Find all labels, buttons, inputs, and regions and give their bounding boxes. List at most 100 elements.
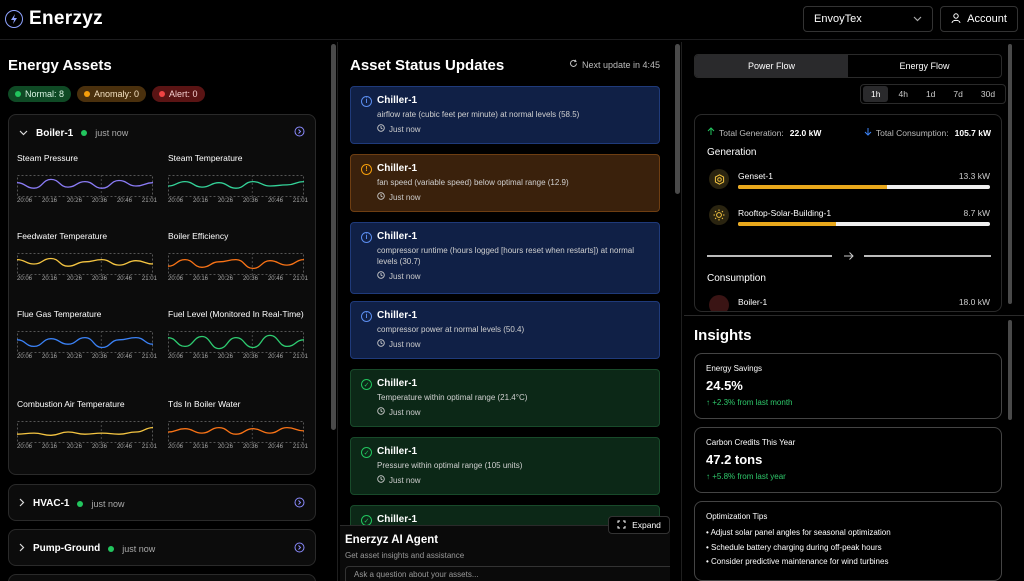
expand-button[interactable]: Expand — [608, 516, 670, 534]
warning-icon: ! — [361, 164, 372, 175]
generation-item[interactable]: Genset-1 13.3 kW — [738, 171, 990, 189]
x-axis-ticks: 20:06 20:16 20:26 20:36 20:46 21:01 — [168, 444, 308, 450]
expand-icon — [617, 520, 626, 531]
info-icon[interactable] — [294, 542, 305, 556]
status-time-text: Just now — [389, 124, 421, 134]
status-card[interactable]: i Chiller-1 compressor runtime (hours logg… — [350, 222, 660, 294]
next-update-timer: Next update in 4:45 — [569, 59, 660, 70]
expand-label: Expand — [632, 520, 661, 530]
sensor-chart[interactable]: Boiler Efficiency 20:06 20:16 20:26 20:36 20:… — [168, 231, 308, 282]
ai-agent-input[interactable]: Ask a question about your assets... — [345, 566, 670, 581]
generation-bar-fill — [738, 222, 837, 226]
generation-item[interactable]: Rooftop-Solar-Building-1 8.7 kW — [738, 208, 990, 226]
info-icon: i — [361, 311, 372, 322]
chart-frame — [168, 253, 304, 275]
info-icon[interactable] — [294, 126, 305, 140]
chart-frame — [17, 421, 153, 443]
sensor-line-chart — [17, 175, 153, 197]
tab-power-flow[interactable]: Power Flow — [695, 55, 848, 77]
divider — [681, 42, 682, 581]
sensor-chart-title: Tds In Boiler Water — [168, 399, 241, 409]
generation-item-value: 8.7 kW — [963, 208, 990, 218]
clock-icon — [377, 475, 385, 485]
tick-label: 20:46 — [267, 354, 283, 360]
status-card[interactable]: ✓ Chiller-1 Pressure within optimal range … — [350, 437, 660, 495]
sensor-chart[interactable]: Fuel Level (Monitored In Real-Time) 20:06… — [168, 309, 308, 360]
tick-label: 20:16 — [41, 354, 57, 360]
clock-icon — [377, 339, 385, 349]
generation-item-value: 13.3 kW — [958, 171, 990, 181]
sensor-chart-title: Fuel Level (Monitored In Real-Time) — [168, 309, 304, 319]
asset-card-more[interactable] — [8, 574, 316, 581]
status-card[interactable]: ! Chiller-1 fan speed (variable speed) bel… — [350, 154, 660, 212]
sensor-chart[interactable]: Steam Temperature 20:06 20:16 20:26 20:36 20:… — [168, 153, 308, 204]
power-flow-card: Total Generation: 22.0 kW Total Consumpt… — [694, 114, 1002, 312]
consumption-item[interactable]: Boiler-1 18.0 kW — [738, 297, 990, 307]
consumption-item-value: 18.0 kW — [958, 297, 990, 307]
asset-name: Pump-Ground — [33, 543, 101, 554]
account-button[interactable]: Account — [940, 6, 1018, 32]
tick-label: 20:16 — [192, 354, 208, 360]
genset-icon — [709, 169, 729, 189]
status-message: fan speed (variable speed) below optimal… — [377, 178, 569, 187]
asset-card-pump[interactable]: Pump-Ground just now — [8, 529, 316, 566]
x-axis-ticks: 20:06 20:16 20:26 20:36 20:46 21:01 — [168, 276, 308, 282]
boiler-icon — [709, 295, 729, 311]
asset-card-hvac[interactable]: HVAC-1 just now — [8, 484, 316, 521]
org-select[interactable]: EnvoyTex — [803, 6, 933, 32]
total-consumption-label: Total Consumption: — [875, 127, 949, 138]
last-updated: just now — [122, 543, 156, 554]
sensor-chart-title: Steam Pressure — [17, 153, 78, 163]
insight-card-carbon-credits: Carbon Credits This Year 47.2 tons ↑ +5.… — [694, 427, 1002, 493]
insight-value: 47.2 tons — [706, 452, 763, 467]
alert-badge[interactable]: Alert: 0 — [152, 86, 205, 102]
sensor-chart-title: Feedwater Temperature — [17, 231, 108, 241]
flow-scrollbar[interactable] — [1008, 44, 1012, 304]
tick-label: 20:46 — [267, 198, 283, 204]
status-time-text: Just now — [389, 271, 421, 281]
sensor-chart[interactable]: Tds In Boiler Water 20:06 20:16 20:26 20:36 2… — [168, 399, 308, 450]
asset-card-header[interactable]: Boiler-1 just now — [9, 115, 315, 151]
range-1h[interactable]: 1h — [863, 86, 889, 102]
tick-label: 20:06 — [168, 276, 184, 282]
assets-scrollbar[interactable] — [331, 44, 336, 430]
tick-label: 20:26 — [66, 354, 82, 360]
consumption-item-name: Boiler-1 — [738, 297, 768, 307]
status-card[interactable]: ✓ Chiller-1 Temperature within optimal ran… — [350, 369, 660, 427]
tick-label: 20:26 — [217, 444, 233, 450]
status-message: airflow rate (cubic feet per minute) at … — [377, 110, 580, 119]
tick-label: 21:01 — [141, 354, 157, 360]
sensor-chart-title: Flue Gas Temperature — [17, 309, 102, 319]
status-dot — [15, 91, 21, 97]
refresh-icon[interactable] — [569, 59, 578, 70]
sensor-chart[interactable]: Flue Gas Temperature 20:06 20:16 20:26 20:36… — [17, 309, 157, 360]
status-card[interactable]: i Chiller-1 airflow rate (cubic feet per m… — [350, 86, 660, 144]
tick-label: 20:16 — [41, 444, 57, 450]
info-icon[interactable] — [294, 497, 305, 511]
normal-badge[interactable]: Normal: 8 — [8, 86, 72, 102]
chevron-down-icon[interactable] — [19, 128, 28, 139]
chevron-right-icon[interactable] — [19, 543, 25, 555]
total-generation: Total Generation: 22.0 kW — [707, 127, 821, 138]
status-card[interactable]: i Chiller-1 compressor power at normal lev… — [350, 301, 660, 359]
sensor-chart[interactable]: Feedwater Temperature 20:06 20:16 20:26 20:3… — [17, 231, 157, 282]
insights-scrollbar[interactable] — [1008, 320, 1012, 420]
sensor-chart[interactable]: Combustion Air Temperature 20:06 20:16 20:2… — [17, 399, 157, 450]
sensor-chart[interactable]: Steam Pressure 20:06 20:16 20:26 20:36 20:46 2… — [17, 153, 157, 204]
updates-scrollbar[interactable] — [675, 44, 680, 194]
range-7d[interactable]: 7d — [953, 89, 963, 99]
status-time: Just now — [377, 271, 649, 281]
sensor-series-line — [17, 257, 153, 267]
tab-energy-flow[interactable]: Energy Flow — [899, 61, 950, 71]
app-logo[interactable]: Enerzyz — [5, 8, 103, 30]
range-30d[interactable]: 30d — [980, 89, 996, 99]
tick-label: 21:01 — [141, 276, 157, 282]
status-message: compressor runtime (hours logged [hours … — [377, 246, 634, 266]
status-asset-name: Chiller-1 — [377, 231, 418, 242]
range-4h[interactable]: 4h — [898, 89, 908, 99]
chevron-right-icon[interactable] — [19, 498, 25, 510]
anomaly-badge[interactable]: Anomaly: 0 — [77, 86, 147, 102]
status-asset-name: Chiller-1 — [377, 310, 418, 321]
tick-label: 20:06 — [168, 198, 184, 204]
range-1d[interactable]: 1d — [925, 89, 936, 99]
